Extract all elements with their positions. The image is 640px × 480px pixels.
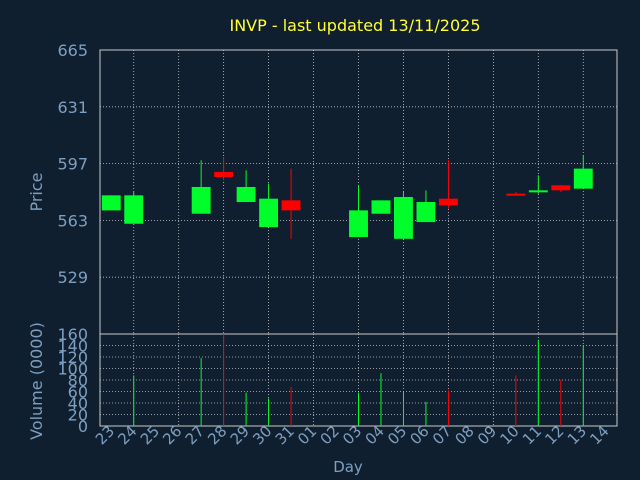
candle-body — [236, 186, 256, 203]
candle-body — [214, 171, 234, 177]
x-axis-label: Day — [333, 458, 363, 476]
volume-tick-label: 20 — [68, 406, 88, 425]
volume-tick-label: 40 — [68, 394, 88, 413]
candle-body — [416, 202, 436, 223]
price-tick-label: 529 — [57, 268, 88, 287]
chart-title: INVP - last updated 13/11/2025 — [229, 16, 480, 35]
x-axis: 2324252627282930310102030405060708091011… — [92, 422, 613, 448]
price-panel: 529 563 597 631 665 — [57, 41, 618, 335]
candle-body — [281, 200, 301, 211]
candle-body — [438, 198, 458, 206]
volume-tick-label: 140 — [57, 337, 88, 356]
candle-body — [101, 195, 121, 211]
candle-body — [528, 190, 548, 193]
price-tick-label: 597 — [57, 155, 88, 174]
volume-tick-label: 100 — [57, 360, 88, 379]
volume-tick-label: 160 — [57, 325, 88, 344]
candle-body — [506, 193, 526, 196]
candle-body — [124, 195, 144, 224]
candle-body — [573, 168, 593, 189]
candle-body — [551, 185, 571, 191]
volume-tick-label: 60 — [68, 383, 88, 402]
price-tick-label: 665 — [57, 41, 88, 60]
volume-tick-label: 80 — [68, 371, 88, 390]
candle-body — [394, 197, 413, 239]
price-tick-label: 631 — [57, 98, 88, 117]
price-axis-label: Price — [27, 172, 46, 211]
candle-body — [349, 210, 368, 238]
volume-tick-label: 0 — [78, 417, 88, 436]
volume-axis-label: Volume (0000) — [27, 322, 46, 440]
candle-body — [371, 200, 391, 214]
volume-tick-label: 120 — [57, 348, 88, 367]
candle-body — [259, 198, 279, 228]
candle-body — [191, 186, 211, 214]
price-tick-label: 563 — [57, 211, 88, 230]
